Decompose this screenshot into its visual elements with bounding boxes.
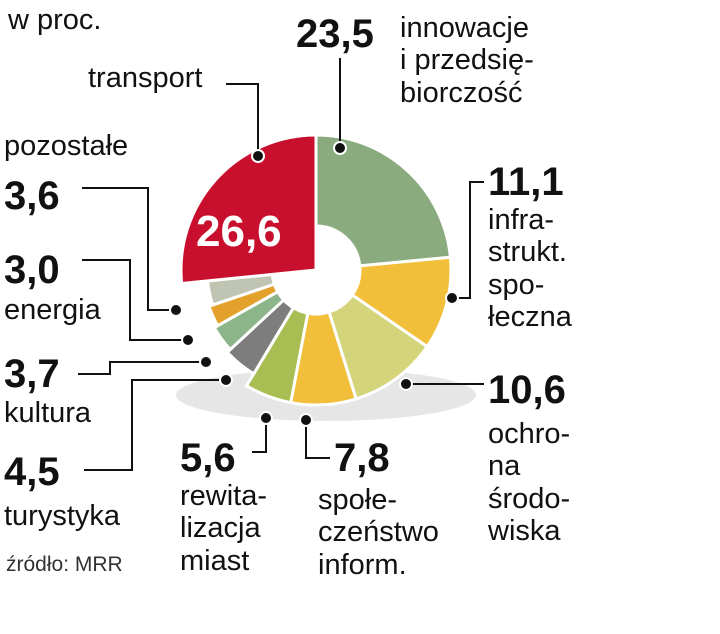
leader-line-rewitalizacja [252, 418, 267, 453]
category-label-ochrona: ochro- na środo- wiska [488, 418, 571, 548]
value-label-kultura: 3,7 [4, 352, 60, 396]
value-label-spoleczenstwo: 7,8 [334, 436, 390, 480]
leader-dot-rewitalizacja [259, 411, 273, 425]
value-label-innowacje: 23,5 [296, 12, 374, 56]
category-label-energia: energia [4, 294, 101, 326]
source-note: źródło: MRR [6, 553, 123, 576]
category-label-spoleczenstwo: społe- czeństwo inform. [318, 484, 439, 581]
leader-dot-pozostale [169, 303, 183, 317]
slice-transport [179, 133, 318, 286]
leader-line-infrastruktura [452, 181, 484, 299]
category-label-infrastruktura: infra- strukt. spo- łeczna [488, 204, 572, 334]
leader-line-turystyka [84, 379, 226, 471]
value-label-ochrona: 10,6 [488, 368, 566, 412]
leader-line-kultura [78, 361, 206, 375]
leader-line-transport [226, 83, 259, 156]
leader-dot-infrastruktura [445, 291, 459, 305]
leader-dot-transport [251, 149, 265, 163]
leader-line-spoleczenstwo [305, 420, 330, 459]
category-label-pozostale: pozostałe [4, 130, 129, 162]
leader-dot-innowacje [333, 141, 347, 155]
value-label-pozostale: 3,6 [4, 174, 60, 218]
slice-innowacje [314, 133, 453, 268]
value-label-transport: 26,6 [196, 207, 282, 256]
category-label-transport: transport [88, 62, 203, 94]
value-label-rewitalizacja: 5,6 [180, 436, 236, 480]
value-label-infrastruktura: 11,1 [488, 160, 564, 204]
category-label-turystyka: turystyka [4, 500, 121, 532]
category-label-kultura: kultura [4, 397, 92, 429]
leader-dot-energia [181, 333, 195, 347]
unit-label: w proc. [8, 4, 102, 36]
value-label-turystyka: 4,5 [4, 450, 60, 494]
category-label-innowacje: innowacje i przedsię- biorczość [400, 12, 534, 109]
leader-dot-ochrona [399, 377, 413, 391]
leader-line-energia [82, 259, 188, 341]
value-label-energia: 3,0 [4, 248, 60, 292]
leader-dot-kultura [199, 355, 213, 369]
leader-dot-turystyka [219, 373, 233, 387]
leader-line-pozostale [82, 187, 176, 311]
leader-dot-spoleczenstwo [299, 413, 313, 427]
category-label-rewitalizacja: rewita- lizacja miast [180, 480, 268, 577]
